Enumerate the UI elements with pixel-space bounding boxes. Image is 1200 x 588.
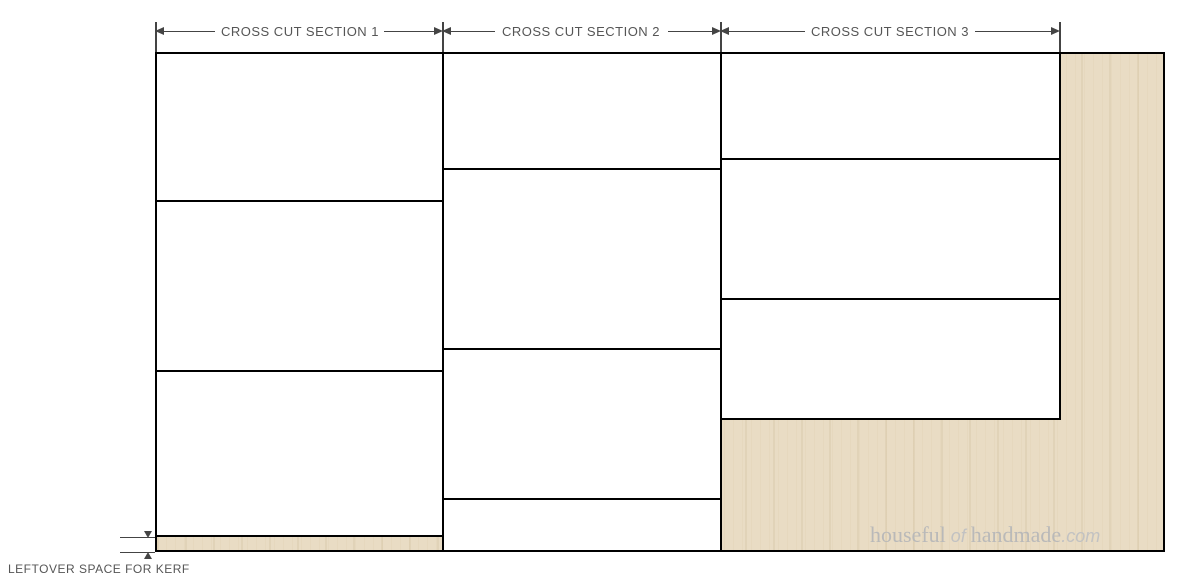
dim-line-sec1-left [163, 31, 215, 32]
dim-arrow-sec3-l [720, 27, 729, 35]
dim-line-sec2-left [450, 31, 495, 32]
dim-arrow-sec3-r [1051, 27, 1060, 35]
sec3-piece-2 [720, 158, 1061, 300]
watermark: houseful of handmade.com [870, 522, 1100, 548]
dim-label-sec2: CROSS CUT SECTION 2 [496, 24, 666, 39]
watermark-part2: handmade [971, 522, 1061, 547]
dim-line-sec3-left [728, 31, 805, 32]
kerf-ext-top [120, 537, 155, 538]
dim-arrow-sec1-l [155, 27, 164, 35]
kerf-ext-bottom [120, 552, 155, 553]
dim-line-sec2-right [668, 31, 713, 32]
dim-arrow-sec2-l [442, 27, 451, 35]
dim-label-sec1: CROSS CUT SECTION 1 [215, 24, 385, 39]
dim-label-sec3: CROSS CUT SECTION 3 [805, 24, 975, 39]
crosscut-divider-2 [720, 52, 722, 552]
sec1-piece-2 [155, 200, 444, 372]
diagram-stage: CROSS CUT SECTION 1 CROSS CUT SECTION 2 … [0, 0, 1200, 588]
dim-line-sec3-right [975, 31, 1052, 32]
sec2-piece-1 [442, 52, 722, 170]
sec1-piece-1 [155, 52, 444, 202]
sec3-piece-1 [720, 52, 1061, 160]
watermark-mid: of [946, 526, 971, 546]
sec2-piece-4 [442, 498, 722, 552]
sec3-piece-3 [720, 298, 1061, 420]
kerf-arrow-bottom [144, 552, 152, 559]
crosscut-divider-1 [442, 52, 444, 552]
watermark-part1: houseful [870, 522, 946, 547]
sec2-piece-3 [442, 348, 722, 500]
kerf-label: LEFTOVER SPACE FOR KERF [8, 562, 190, 576]
dim-line-sec1-right [384, 31, 436, 32]
sec2-piece-2 [442, 168, 722, 350]
watermark-tail: .com [1061, 526, 1100, 546]
sec1-piece-3 [155, 370, 444, 537]
